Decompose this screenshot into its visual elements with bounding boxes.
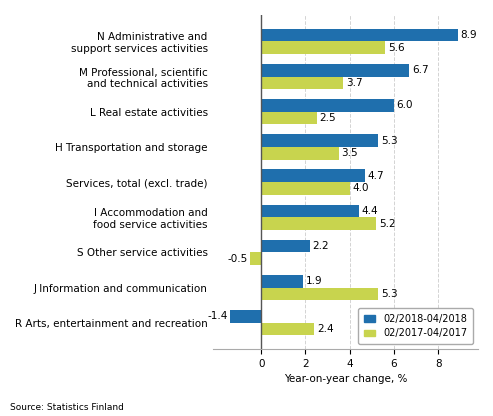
- Bar: [261, 205, 358, 217]
- Text: 2.5: 2.5: [319, 113, 336, 123]
- Text: 2.2: 2.2: [313, 241, 329, 251]
- Text: 1.9: 1.9: [306, 276, 322, 286]
- Bar: [261, 240, 310, 253]
- Bar: [261, 147, 339, 159]
- Bar: [261, 275, 303, 287]
- Text: -1.4: -1.4: [207, 312, 228, 322]
- Bar: [261, 99, 394, 112]
- Bar: [261, 41, 385, 54]
- Text: 6.0: 6.0: [396, 100, 413, 110]
- Text: 3.7: 3.7: [346, 78, 362, 88]
- Text: 3.5: 3.5: [341, 148, 358, 158]
- Text: 2.4: 2.4: [317, 324, 334, 334]
- Bar: [261, 217, 376, 230]
- Text: 4.0: 4.0: [352, 183, 369, 193]
- Bar: [261, 112, 317, 124]
- Bar: [261, 287, 379, 300]
- Bar: [230, 310, 261, 323]
- Text: Source: Statistics Finland: Source: Statistics Finland: [10, 403, 124, 412]
- Bar: [261, 169, 365, 182]
- Bar: [261, 77, 343, 89]
- X-axis label: Year-on-year change, %: Year-on-year change, %: [283, 374, 407, 384]
- Text: 6.7: 6.7: [412, 65, 429, 75]
- Bar: [261, 134, 379, 147]
- Text: 4.7: 4.7: [368, 171, 385, 181]
- Bar: [261, 64, 410, 77]
- Text: 5.6: 5.6: [388, 43, 404, 53]
- Text: 5.3: 5.3: [381, 289, 398, 299]
- Bar: [261, 323, 315, 335]
- Text: 5.3: 5.3: [381, 136, 398, 146]
- Text: 5.2: 5.2: [379, 218, 395, 228]
- Bar: [261, 29, 458, 41]
- Text: 4.4: 4.4: [361, 206, 378, 216]
- Text: -0.5: -0.5: [227, 254, 247, 264]
- Text: 8.9: 8.9: [461, 30, 477, 40]
- Bar: [250, 253, 261, 265]
- Legend: 02/2018-04/2018, 02/2017-04/2017: 02/2018-04/2018, 02/2017-04/2017: [358, 308, 473, 344]
- Bar: [261, 182, 350, 195]
